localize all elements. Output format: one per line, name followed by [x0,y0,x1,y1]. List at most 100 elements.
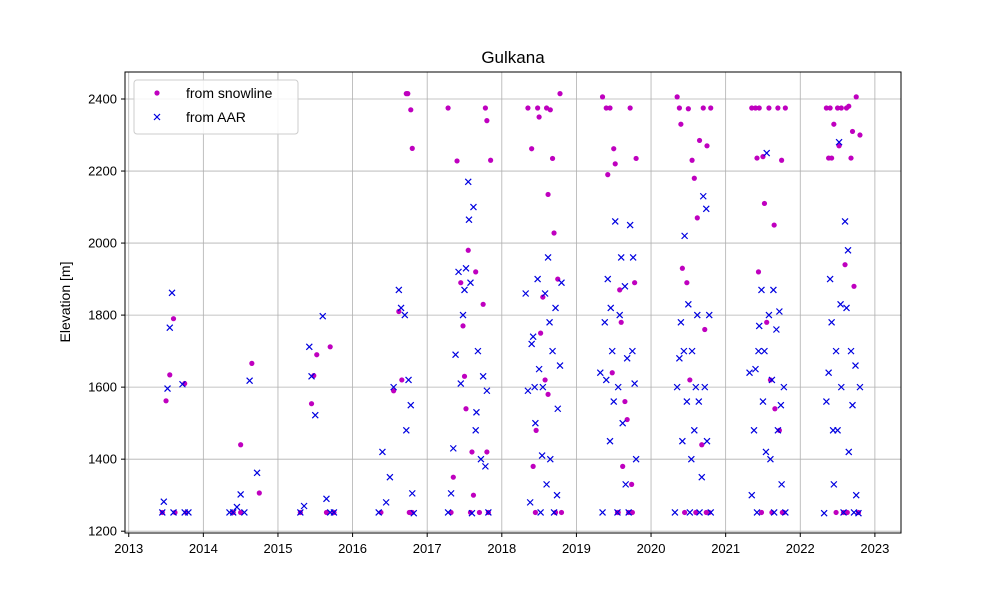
snowline-point [323,509,330,516]
snowline-point [696,137,703,144]
x-tick-label: 2022 [786,541,815,556]
snowline-point [167,372,173,378]
snowline-point [547,107,553,113]
aar-point [535,365,543,373]
aar-point [233,503,241,511]
snowline-point [772,406,778,412]
snowline-point [708,105,714,111]
aar-point [856,383,864,391]
snowline-point [484,118,490,124]
snowline-point [476,509,483,516]
snowline-point [545,391,551,397]
legend-marker-aar [153,113,161,121]
snowline-point [558,509,565,516]
y-tick-label: 2200 [88,164,117,179]
aar-point [479,372,487,380]
snowline-point [678,121,684,127]
aar-point [631,380,639,387]
aar-point [410,509,418,517]
snowline-point [758,509,765,516]
aar-point [837,383,845,391]
aar-point [531,383,539,391]
aar-point [698,473,706,481]
snowline-point [761,200,768,207]
aar-point [781,509,789,516]
snowline-point [622,398,628,405]
aar-point [166,324,174,332]
snowline-point [629,509,635,516]
plot-frame [124,71,902,534]
aar-point [170,509,177,516]
aar-point [179,380,186,388]
aar-point [761,347,768,355]
snowline-point [170,316,177,322]
aar-point [473,408,480,416]
snowline-point [460,323,466,329]
aar-point [158,509,166,516]
snowline-point [172,509,178,516]
snowline-point [607,105,613,111]
snowline-point [689,157,695,163]
aar-point [483,387,491,395]
aar-point [407,401,415,409]
snowline-point [552,509,559,516]
aar-point [835,138,843,146]
x-tick-label: 2023 [860,541,889,556]
snowline-point [842,262,848,268]
aar-point [855,509,862,517]
aar-point [305,343,313,351]
aar-point [628,347,636,355]
aar-point [462,264,470,272]
aar-point [529,333,537,341]
aar-point [606,437,614,445]
snowline-point [530,463,536,469]
aar-point [550,509,558,516]
aar-point [844,246,852,254]
snowline-point [532,509,538,516]
snowline-point [851,283,857,289]
aar-point [300,502,308,510]
aar-point [319,312,327,320]
aar-point [237,491,245,498]
aar-point [484,509,492,516]
aar-point [828,318,836,326]
aar-point [841,218,849,225]
snowline-point [853,94,859,100]
snowline-point [618,319,624,325]
aar-point [759,398,767,405]
snowline-point [838,105,844,111]
snowline-point [409,145,415,151]
snowline-point [620,463,626,469]
legend-box [133,79,299,135]
aar-point [599,509,606,516]
snowline-point [533,427,539,433]
aar-point [531,419,539,427]
snowline-point [603,105,609,111]
x-tick-label: 2015 [264,541,293,556]
aar-point [541,290,549,297]
aar-point [822,398,830,405]
aar-point [617,254,625,261]
snowline-point [480,301,486,307]
aar-point [401,311,409,319]
aar-point [544,254,552,261]
legend: from snowline from AAR [133,79,299,135]
y-tick-label: 1800 [88,308,117,323]
aar-point [752,365,759,373]
snowline-point [540,294,546,300]
aar-point [845,448,853,456]
aar-point [539,383,547,391]
snowline-point [599,94,606,100]
aar-point [758,286,765,294]
aar-point [330,509,338,516]
y-axis-label: Elevation [m] [57,262,73,343]
snowline-point [469,449,475,455]
aar-point [768,376,776,384]
aar-point [765,311,773,319]
snowline-point [624,416,630,423]
aar-point [840,509,847,516]
snowline-point [396,308,402,315]
aar-point [774,426,782,434]
aar-point [461,286,468,294]
aar-point [671,509,679,516]
